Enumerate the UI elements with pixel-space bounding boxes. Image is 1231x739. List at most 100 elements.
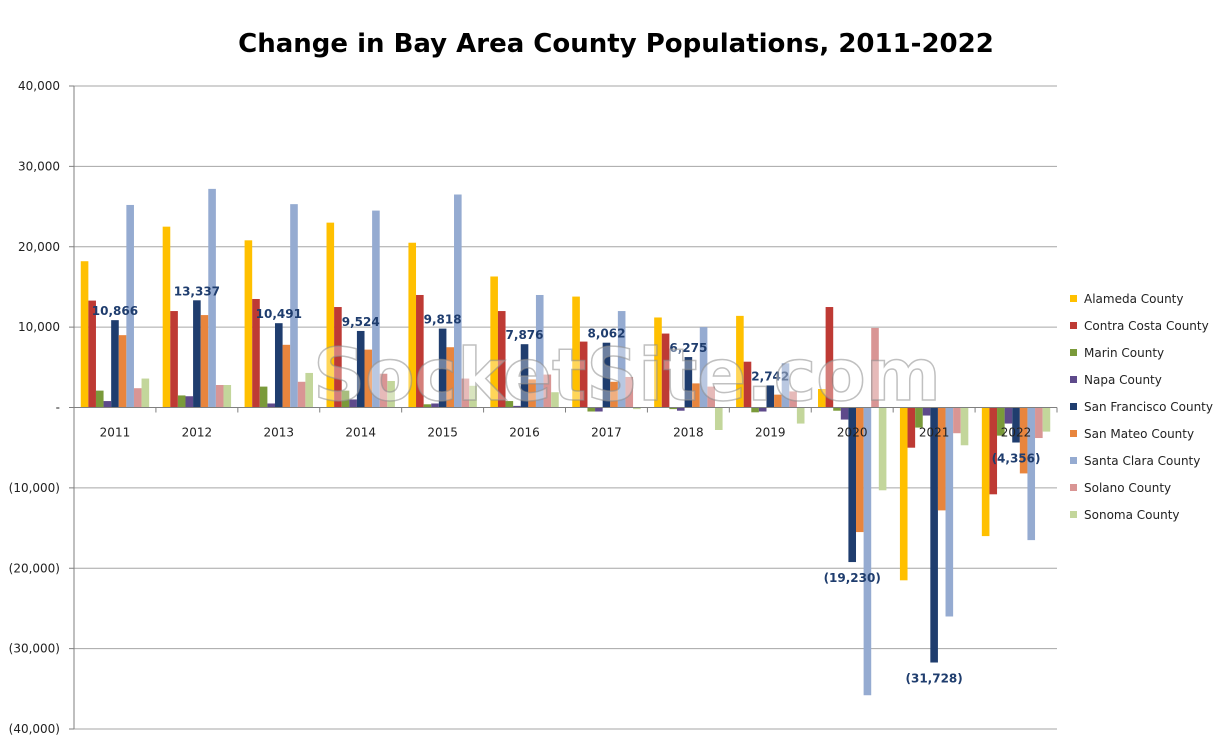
bar xyxy=(118,335,127,408)
data-label: 13,337 xyxy=(174,284,220,298)
bar xyxy=(1042,407,1051,432)
bar xyxy=(781,363,790,408)
bar xyxy=(625,376,634,408)
legend-label: Santa Clara County xyxy=(1084,454,1200,468)
legend-swatch xyxy=(1070,322,1077,329)
legend-entry: San Francisco County xyxy=(1070,400,1213,414)
bars xyxy=(80,188,1051,696)
bar xyxy=(133,388,142,408)
chart-title: Change in Bay Area County Populations, 2… xyxy=(238,29,994,59)
bar xyxy=(454,194,462,408)
x-category-label: 2019 xyxy=(755,426,786,440)
bar xyxy=(1004,407,1013,424)
bar xyxy=(989,407,998,495)
y-tick-label: 40,000 xyxy=(18,79,60,93)
x-category-label: 2017 xyxy=(591,426,622,440)
bar xyxy=(1027,407,1036,541)
legend-label: Marin County xyxy=(1084,346,1164,360)
bar xyxy=(579,341,588,408)
bar xyxy=(513,405,521,408)
x-category-label: 2018 xyxy=(673,426,704,440)
x-category-label: 2021 xyxy=(919,426,950,440)
bar xyxy=(774,394,782,408)
bar xyxy=(379,373,388,408)
bar xyxy=(907,407,916,448)
legend-swatch xyxy=(1070,376,1077,383)
bar xyxy=(461,378,470,408)
bar xyxy=(141,378,150,408)
legend-entry: Contra Costa County xyxy=(1070,319,1209,333)
bar xyxy=(960,407,969,446)
bar xyxy=(528,379,536,408)
bar xyxy=(103,401,112,408)
bar xyxy=(267,403,275,408)
data-label: 2,742 xyxy=(751,369,789,383)
axes xyxy=(73,86,1058,729)
legend-entry: Santa Clara County xyxy=(1070,454,1200,468)
legend-label: Solano County xyxy=(1084,481,1171,495)
bar xyxy=(208,188,216,408)
data-label: 9,524 xyxy=(342,315,380,329)
x-category-label: 2013 xyxy=(264,426,295,440)
bar xyxy=(431,403,439,408)
bar xyxy=(341,390,350,408)
data-label: 10,491 xyxy=(256,307,302,321)
bar xyxy=(633,407,641,410)
legend-label: Napa County xyxy=(1084,373,1162,387)
bar xyxy=(766,385,775,408)
bar xyxy=(326,222,335,408)
bar xyxy=(223,385,232,408)
legend-label: Contra Costa County xyxy=(1084,319,1209,333)
bar xyxy=(699,327,708,408)
legend-entry: San Mateo County xyxy=(1070,427,1194,441)
bar xyxy=(177,395,186,408)
legend-entry: Alameda County xyxy=(1070,292,1184,306)
bar xyxy=(871,327,879,408)
bar xyxy=(543,374,552,408)
bar xyxy=(945,407,954,617)
bar xyxy=(789,391,797,408)
x-category-label: 2022 xyxy=(1001,426,1032,440)
bar xyxy=(676,407,685,411)
legend-label: Sonoma County xyxy=(1084,508,1180,522)
bar xyxy=(364,349,373,408)
y-tick-label: 10,000 xyxy=(18,320,60,334)
legend-entry: Marin County xyxy=(1070,346,1164,360)
legend-entry: Sonoma County xyxy=(1070,508,1180,522)
bar xyxy=(551,392,559,408)
bar xyxy=(349,399,357,408)
bar xyxy=(818,389,826,408)
bar xyxy=(922,407,931,416)
bar xyxy=(736,315,744,408)
x-category-label: 2014 xyxy=(345,426,376,440)
bar xyxy=(297,381,306,408)
bar xyxy=(372,210,380,408)
legend-swatch xyxy=(1070,295,1077,302)
bar xyxy=(469,385,477,408)
y-tick-label: 30,000 xyxy=(18,159,60,173)
data-label: 9,818 xyxy=(424,313,462,327)
bar xyxy=(505,401,514,408)
bar xyxy=(587,407,596,412)
data-labels: 10,866 13,337 10,491 9,524 9,818 7,876 8,062 6,… xyxy=(92,284,1041,685)
data-label: 7,876 xyxy=(506,328,544,342)
bar xyxy=(796,407,805,424)
bar xyxy=(95,390,104,408)
bar xyxy=(930,407,938,663)
bar xyxy=(416,294,424,408)
bar xyxy=(193,300,201,408)
data-label: (19,230) xyxy=(824,571,881,585)
bar xyxy=(259,386,268,408)
y-tick-label: (20,000) xyxy=(9,561,60,575)
bar xyxy=(825,307,834,408)
legend-entry: Napa County xyxy=(1070,373,1162,387)
bar xyxy=(714,407,723,430)
bar xyxy=(610,381,618,408)
x-category-label: 2016 xyxy=(509,426,540,440)
bar xyxy=(126,204,134,408)
bar xyxy=(80,261,89,408)
data-label: 6,275 xyxy=(669,341,707,355)
x-category-label: 2015 xyxy=(427,426,458,440)
legend-swatch xyxy=(1070,457,1077,464)
